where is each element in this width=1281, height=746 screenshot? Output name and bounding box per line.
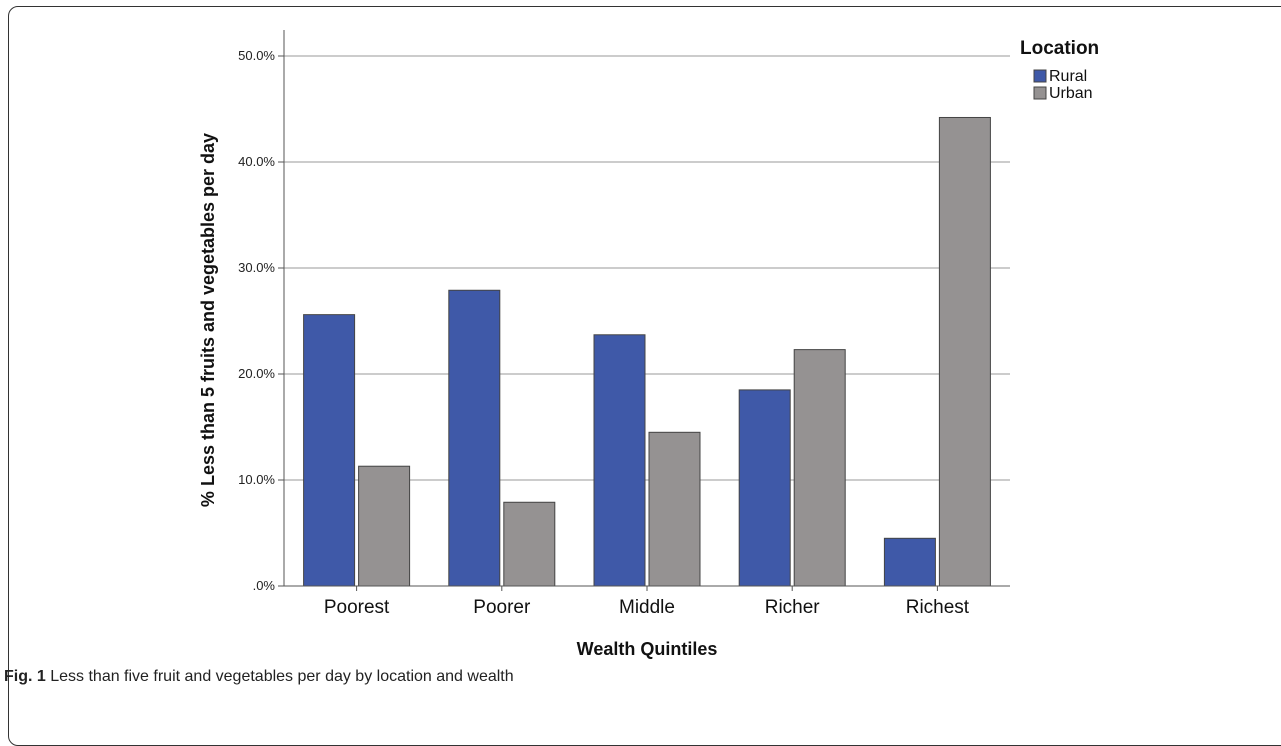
- bar-rural-richer: [738, 389, 791, 587]
- bars: [303, 116, 991, 587]
- y-axis-ticks: .0% 10.0% 20.0% 30.0% 40.0% 50.0%: [238, 48, 284, 593]
- x-category-label: Poorer: [473, 597, 531, 618]
- x-category-label: Richer: [765, 597, 821, 618]
- x-axis-title: Wealth Quintiles: [577, 639, 718, 659]
- y-tick-label: 20.0%: [238, 366, 275, 381]
- bar-chart: .0%10.0%20.0%30.0%40.0%50.0% Poorest Poor…: [198, 30, 1099, 659]
- x-category-label: Richest: [906, 597, 970, 618]
- bar-urban-middle: [648, 431, 701, 587]
- bar-rural-poorer: [448, 289, 501, 587]
- y-tick-label: 30.0%: [238, 260, 275, 275]
- bar-rural-middle: [593, 334, 646, 587]
- y-tick-label: 50.0%: [238, 48, 275, 63]
- bar-urban-richest: [938, 116, 991, 587]
- x-category-label: Poorest: [324, 597, 390, 618]
- y-tick-label: 40.0%: [238, 154, 275, 169]
- bar-urban-poorest: [358, 465, 411, 587]
- bar-urban-richer: [793, 349, 846, 587]
- figure-caption: Fig. 1 Less than five fruit and vegetabl…: [4, 668, 514, 686]
- gridlines: [284, 55, 1010, 481]
- caption-text: Less than five fruit and vegetables per …: [45, 668, 514, 685]
- y-axis-title: % Less than 5 fruits and vegetables per …: [198, 133, 218, 507]
- legend-title: Location: [1020, 38, 1099, 59]
- x-axis-categories: Poorest Poorer Middle Richer Richest: [324, 586, 970, 618]
- bar-rural-richest: [883, 537, 936, 587]
- legend-swatch-urban: [1033, 86, 1047, 100]
- y-tick-label: 10.0%: [238, 472, 275, 487]
- legend-label-urban: Urban: [1049, 85, 1093, 102]
- legend-swatch-rural: [1033, 69, 1047, 83]
- caption-label: Fig. 1: [4, 668, 46, 685]
- x-category-label: Middle: [619, 597, 675, 618]
- y-tick-label: .0%: [253, 578, 276, 593]
- bar-urban-poorer: [503, 501, 556, 587]
- bar-rural-poorest: [303, 314, 356, 587]
- legend-label-rural: Rural: [1049, 68, 1087, 85]
